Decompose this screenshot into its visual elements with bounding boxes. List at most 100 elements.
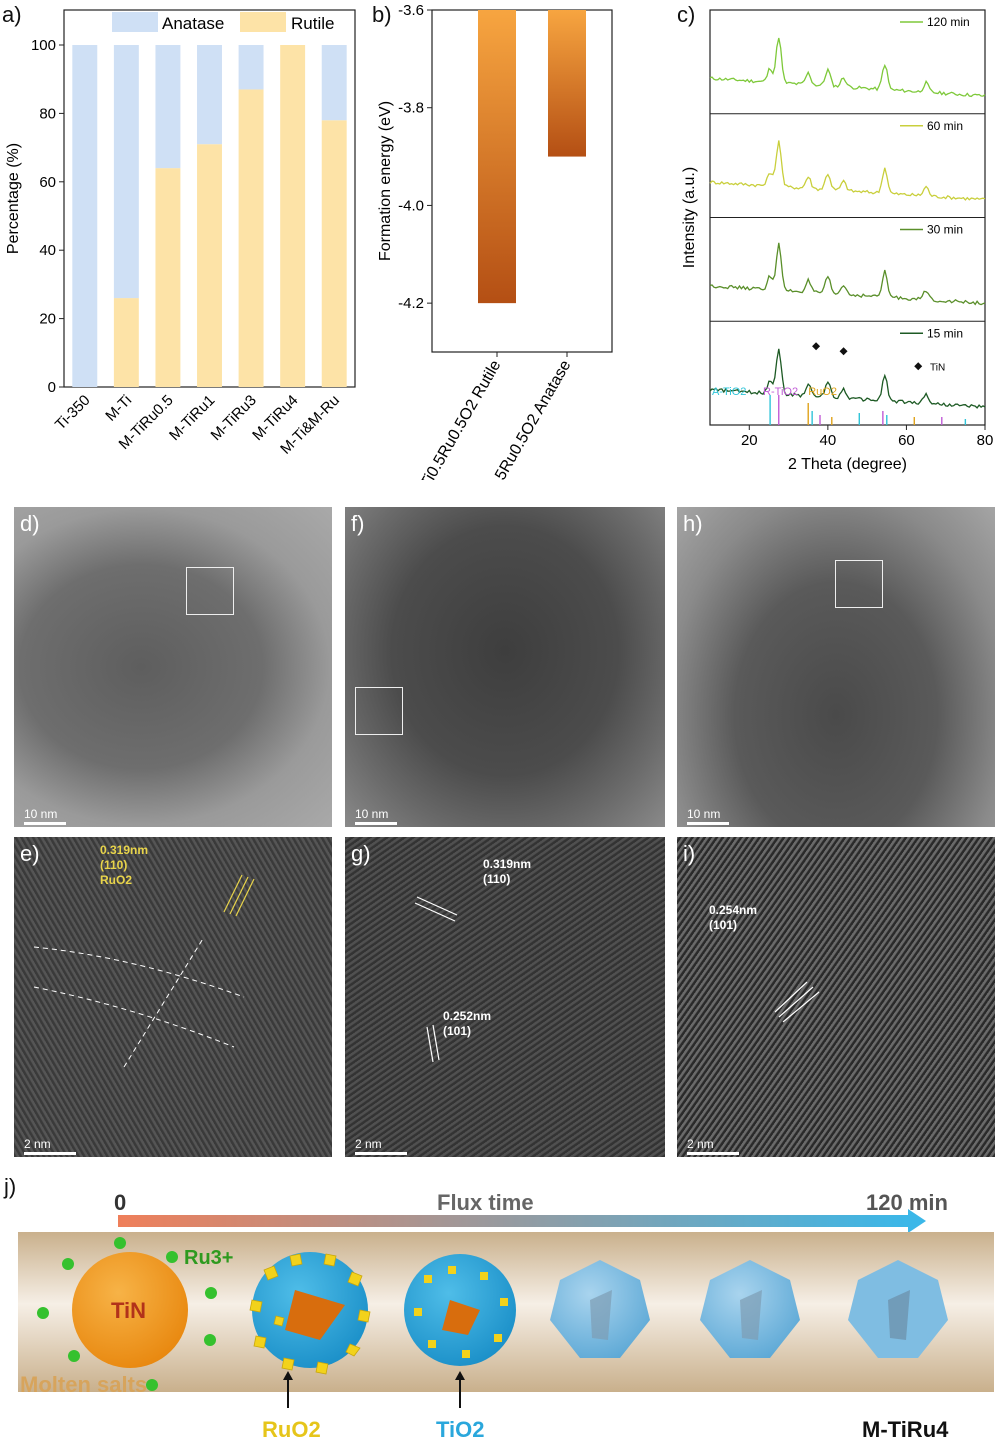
panel-label-c: c) bbox=[677, 2, 696, 27]
tin-label: TiN bbox=[111, 1298, 146, 1323]
scale-bar: 10 nm bbox=[355, 807, 397, 825]
flux-time-arrow bbox=[118, 1215, 908, 1227]
tick-label-x: Ti0.5Ru0.5O2 Rutile bbox=[418, 357, 505, 480]
tin-core bbox=[285, 1290, 345, 1340]
legend-label: 60 min bbox=[927, 119, 963, 133]
selection-box bbox=[355, 687, 403, 735]
tick-label-y: 40 bbox=[39, 242, 56, 259]
lattice-annotation: 0.319nm (110) RuO2 bbox=[100, 843, 149, 887]
ruo2-pointer-head bbox=[283, 1371, 293, 1380]
bar-anatase bbox=[197, 45, 222, 145]
selection-box bbox=[186, 567, 234, 615]
lattice-annotation: 0.252nm (101) bbox=[443, 1009, 492, 1038]
y-axis-label: Percentage (%) bbox=[5, 143, 22, 254]
legend-swatch-rutile bbox=[240, 12, 286, 32]
tick-label-y: 100 bbox=[31, 37, 56, 54]
legend-label: 30 min bbox=[927, 223, 963, 237]
reference-label: R-TiO2 bbox=[763, 386, 798, 398]
scale-bar: 2 nm bbox=[687, 1137, 739, 1155]
legend-rutile: Rutile bbox=[291, 14, 334, 33]
molten-salts-label: Molten salts bbox=[20, 1372, 147, 1397]
ruo2-nanoparticles bbox=[249, 1253, 371, 1375]
tem-image-d: d) 10 nm bbox=[14, 507, 332, 827]
axis-end-label: 120 min bbox=[866, 1190, 948, 1215]
bar-rutile bbox=[113, 298, 139, 387]
bar-rutile bbox=[280, 45, 306, 387]
tio2-label: TiO2 bbox=[436, 1417, 485, 1442]
plot-frame bbox=[431, 9, 613, 353]
scale-bar: 10 nm bbox=[24, 807, 66, 825]
panel-label-b: b) bbox=[372, 2, 392, 27]
y-axis-label: Formation energy (eV) bbox=[377, 101, 394, 261]
bar-formation-energy bbox=[478, 10, 516, 304]
panel-label-f: f) bbox=[351, 511, 365, 536]
tem-image-i: i) 0.254nm (101) 2 nm bbox=[677, 837, 995, 1157]
tick-label-y: 60 bbox=[39, 174, 56, 191]
panel-label-e: e) bbox=[20, 841, 40, 866]
tick-label-y: 80 bbox=[39, 105, 56, 122]
scale-label: 10 nm bbox=[24, 807, 58, 821]
lattice-lines bbox=[774, 981, 820, 1023]
tick-label-y: 0 bbox=[48, 379, 56, 396]
tick-label-x: 80 bbox=[977, 432, 994, 449]
tem-image-g: g) 0.319nm (110) 0.252nm (101) 2 nm bbox=[345, 837, 665, 1157]
tick-label-y: -3.8 bbox=[398, 100, 424, 117]
bar-anatase bbox=[155, 45, 181, 169]
scale-bar: 10 nm bbox=[687, 807, 729, 825]
tick-label-x: 40 bbox=[820, 432, 837, 449]
panel-label-a: a) bbox=[2, 2, 22, 27]
reference-label: RuO2 bbox=[808, 386, 837, 398]
tick-label-x: 60 bbox=[898, 432, 915, 449]
scale-label: 2 nm bbox=[687, 1137, 714, 1151]
xrd-trace bbox=[709, 242, 986, 306]
tem-image-e: e) 0.319nm (110) RuO2 2 nm bbox=[14, 837, 332, 1157]
bar-anatase bbox=[113, 45, 139, 299]
x-axis-label: 2 Theta (degree) bbox=[788, 456, 907, 473]
scale-bar: 2 nm bbox=[355, 1137, 407, 1155]
schematic-j: 0 Flux time 120 min TiN Ru3+ Molten salt… bbox=[18, 1190, 994, 1442]
scale-label: 2 nm bbox=[24, 1137, 51, 1151]
flux-time-arrowhead bbox=[908, 1209, 926, 1233]
scale-label: 10 nm bbox=[355, 807, 389, 821]
ruo2-nanoparticles bbox=[414, 1266, 508, 1358]
panel-label-g: g) bbox=[351, 841, 371, 866]
dashed-guides bbox=[33, 874, 255, 1068]
xrd-trace bbox=[709, 348, 986, 409]
tick-label-y: -3.6 bbox=[398, 2, 424, 19]
ru3-label: Ru3+ bbox=[184, 1247, 233, 1269]
tin-marker bbox=[839, 347, 848, 356]
panel-label-i: i) bbox=[683, 841, 696, 866]
tick-label-x: 20 bbox=[741, 432, 758, 449]
bar-formation-energy bbox=[548, 10, 586, 157]
scale-label: 2 nm bbox=[355, 1137, 382, 1151]
scale-label: 10 nm bbox=[687, 807, 721, 821]
tin-core-small bbox=[442, 1300, 480, 1335]
legend-label: 15 min bbox=[927, 326, 963, 340]
chart-c: 120 min 60 min 30 min 15 min TiN A-TiO2 R-TiO2… bbox=[681, 9, 994, 473]
bar-rutile bbox=[155, 168, 181, 387]
legend-label: 120 min bbox=[927, 15, 970, 29]
xrd-trace bbox=[709, 140, 986, 201]
panel-label-h: h) bbox=[683, 511, 703, 536]
cut-section bbox=[590, 1290, 612, 1340]
tick-label-y: 20 bbox=[39, 311, 56, 328]
tick-label-x: Ti-350 bbox=[52, 392, 94, 434]
tick-label-x: M-Ti bbox=[102, 392, 135, 425]
panel-label-j: j) bbox=[4, 1174, 17, 1199]
tick-label-y: -4.0 bbox=[398, 197, 424, 214]
ruo2-label: RuO2 bbox=[262, 1417, 321, 1442]
bar-rutile bbox=[321, 120, 347, 388]
lattice-annotation: 0.254nm (101) bbox=[709, 903, 758, 932]
reference-label: A-TiO2 bbox=[712, 386, 746, 398]
panel-label-d: d) bbox=[20, 511, 40, 536]
bar-anatase bbox=[238, 45, 264, 90]
y-axis-label: Intensity (a.u.) bbox=[681, 167, 698, 268]
lattice-lines bbox=[414, 896, 458, 1063]
legend-anatase: Anatase bbox=[162, 14, 224, 33]
tin-marker-label: TiN bbox=[930, 362, 945, 373]
tin-marker bbox=[812, 342, 821, 351]
scale-bar: 2 nm bbox=[24, 1137, 76, 1155]
cut-section bbox=[740, 1290, 762, 1340]
axis-start-label: 0 bbox=[114, 1190, 126, 1215]
